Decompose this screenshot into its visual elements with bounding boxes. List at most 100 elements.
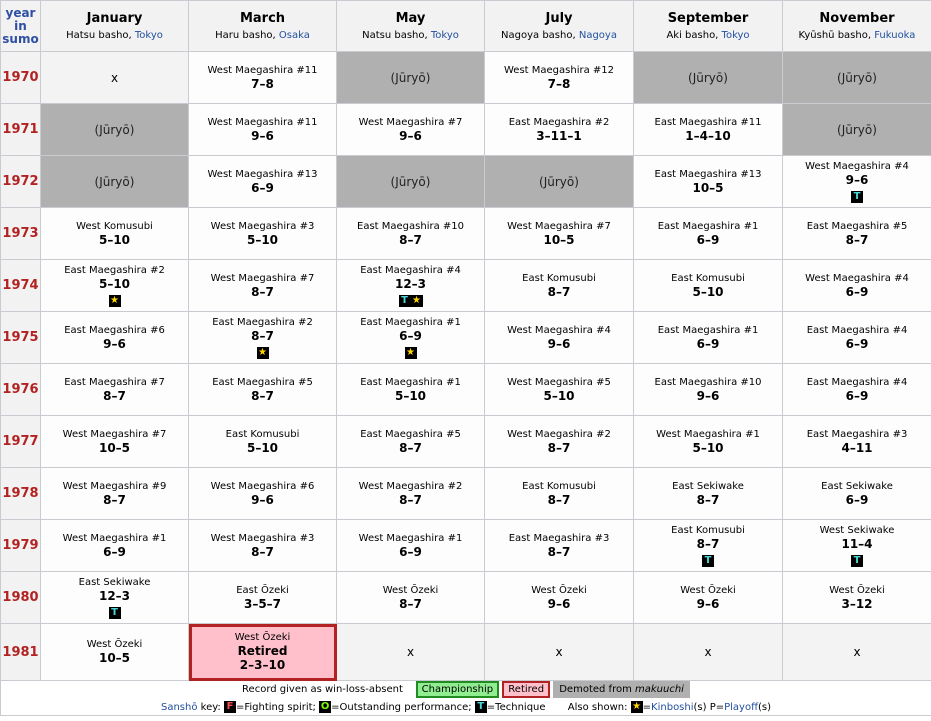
record-cell: West Maegashira #1 6–9 — [40, 519, 189, 572]
year-row: 1980 East Sekiwake 12–3 T East Ōzeki 3–5–7 Wes… — [0, 571, 931, 624]
score: 7–8 — [547, 76, 571, 91]
score: 6–9 — [251, 180, 274, 195]
score: 6–9 — [845, 336, 869, 351]
record-cell: West Maegashira #1 5–10 — [633, 415, 783, 468]
score: 1–4–10 — [685, 128, 731, 143]
record-cell: East Maegashira #4 6–9 — [782, 311, 931, 364]
record-cell: West Maegashira #13 6–9 — [188, 155, 337, 208]
sansho-key-label: key: — [197, 701, 224, 713]
rank-label: East Maegashira #3 — [508, 532, 610, 544]
record-cell: West Ōzeki 10–5 — [40, 623, 189, 681]
score: 8–7 — [251, 388, 274, 403]
rank-label: East Maegashira #10 — [654, 376, 762, 388]
year-cell: 1972 — [0, 155, 41, 208]
score: 8–7 — [547, 284, 571, 299]
basho-name: Kyūshū basho, — [798, 30, 875, 41]
record-cell: East Ōzeki 3–5–7 — [188, 571, 337, 624]
score: 8–7 — [547, 544, 571, 559]
score: 3–12 — [841, 596, 873, 611]
month-name: September — [667, 11, 749, 26]
score: 6–9 — [845, 492, 869, 507]
rank-label: West Maegashira #9 — [62, 480, 167, 492]
record-cell: East Maegashira #4 6–9 — [782, 363, 931, 416]
venue-link-tokyo[interactable]: Tokyo — [721, 30, 750, 41]
score: 12–3 — [98, 589, 131, 603]
score: 5–10 — [98, 232, 131, 247]
year-row: 1971 (Jūryō) West Maegashira #11 9–6 West Ma… — [0, 103, 931, 156]
record-cell: East Sekiwake 12–3 T — [40, 571, 189, 624]
record-cell: West Ōzeki 8–7 — [336, 571, 485, 624]
year-row: 1973 West Komusubi 5–10 West Maegashira #3 5… — [0, 207, 931, 260]
year-cell: 1974 — [0, 259, 41, 312]
record-cell: West Maegashira #3 8–7 — [188, 519, 337, 572]
legend-demoted: Demoted from makuuchi — [553, 681, 690, 698]
score: 8–7 — [845, 232, 869, 247]
score: 6–9 — [845, 388, 869, 403]
score: 10–5 — [98, 651, 131, 665]
rank-label: East Maegashira #4 — [806, 376, 908, 388]
month-name: May — [395, 11, 426, 26]
award-badges: T — [784, 189, 931, 203]
year-row: 1970 x West Maegashira #11 7–8 (Jūryō) West M… — [0, 51, 931, 104]
rank-label: East Maegashira #4 — [360, 265, 461, 276]
year-row: 1976 East Maegashira #7 8–7 East Maegashira… — [0, 363, 931, 416]
score: 8–7 — [547, 440, 571, 455]
record-cell: East Maegashira #3 4–11 — [782, 415, 931, 468]
record-cell: West Maegashira #6 9–6 — [188, 467, 337, 520]
score: 5–10 — [394, 388, 427, 403]
sansho-link[interactable]: Sanshō — [160, 701, 198, 713]
retired-label: Retired — [237, 644, 288, 658]
venue-link-tokyo[interactable]: Tokyo — [134, 30, 163, 41]
score: 5–10 — [543, 388, 575, 403]
score: 8–7 — [103, 388, 126, 403]
legend-retired: Retired — [502, 681, 551, 698]
award-badges: ★ — [42, 293, 188, 307]
kinboshi-link[interactable]: Kinboshi — [651, 701, 694, 713]
score: 10–5 — [692, 180, 724, 195]
rank-label: East Maegashira #6 — [64, 324, 165, 336]
score: 5–10 — [98, 277, 131, 291]
rank-label: West Maegashira #2 — [507, 428, 611, 440]
venue-link-nagoya[interactable]: Nagoya — [578, 30, 617, 41]
record-cell: East Maegashira #2 8–7 ★ — [188, 311, 337, 364]
rank-label: West Maegashira #4 — [805, 272, 909, 284]
record-cell: East Maegashira #3 8–7 — [484, 519, 634, 572]
rank-label: East Maegashira #1 — [657, 324, 759, 336]
rank-label: East Komusubi — [522, 480, 596, 492]
rank-label: West Maegashira #3 — [210, 220, 315, 232]
venue-link-osaka[interactable]: Osaka — [278, 30, 310, 41]
kinboshi-star-icon: ★ — [404, 346, 417, 359]
record-cell: West Maegashira #2 8–7 — [336, 467, 485, 520]
empty-cell: x — [40, 51, 189, 104]
fighting-spirit-icon: F — [223, 700, 236, 713]
venue-link-fukuoka[interactable]: Fukuoka — [874, 30, 916, 41]
basho-name: Nagoya basho, — [501, 30, 579, 41]
technique-icon: T — [108, 606, 121, 619]
record-cell: East Maegashira #13 10–5 — [633, 155, 783, 208]
award-badges: T ★ — [338, 293, 484, 307]
score: 5–10 — [246, 232, 279, 247]
rank-label: West Maegashira #7 — [62, 428, 167, 440]
record-cell: West Maegashira #11 7–8 — [188, 51, 337, 104]
juryo-cell: (Jūryō) — [484, 155, 634, 208]
year-cell: 1979 — [0, 519, 41, 572]
score: 8–7 — [251, 544, 274, 559]
year-cell: 1980 — [0, 571, 41, 624]
score: 9–6 — [547, 336, 571, 351]
playoff-link[interactable]: Playoff — [724, 701, 758, 713]
record-cell: West Maegashira #1 6–9 — [336, 519, 485, 572]
rank-label: West Maegashira #11 — [207, 64, 318, 76]
rank-label: West Maegashira #13 — [207, 168, 318, 180]
year-row: 1972 (Jūryō) West Maegashira #13 6–9 (Jūryō)… — [0, 155, 931, 208]
rank-label: East Maegashira #2 — [212, 317, 313, 328]
basho-name: Aki basho, — [666, 30, 722, 41]
score: 5–10 — [692, 440, 724, 455]
score: 8–7 — [399, 596, 422, 611]
corner-line-1: year — [5, 5, 36, 20]
rank-label: East Maegashira #4 — [806, 324, 908, 336]
kinboshi-star-icon: ★ — [108, 294, 121, 307]
record-cell: West Maegashira #4 9–6 — [484, 311, 634, 364]
rank-label: East Maegashira #1 — [360, 317, 461, 328]
venue-link-tokyo[interactable]: Tokyo — [430, 30, 459, 41]
rank-label: East Maegashira #13 — [654, 168, 762, 180]
